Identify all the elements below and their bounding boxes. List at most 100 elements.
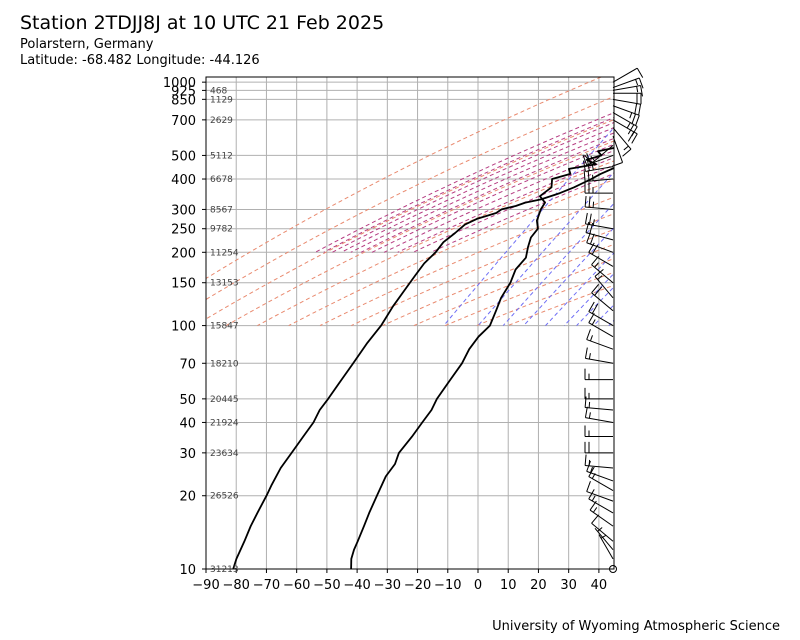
moist-adiabat-line (371, 143, 614, 253)
height-label: 13153 (210, 279, 239, 289)
height-label: 8567 (210, 205, 233, 215)
x-tick-label: −80 (223, 578, 250, 593)
barb-half-flag (623, 145, 629, 151)
barb-shaft (612, 105, 640, 116)
wind-barb (584, 144, 614, 164)
barb-flag (584, 406, 588, 418)
wind-barb (612, 112, 638, 137)
barb-shaft (585, 166, 614, 172)
barb-half-flag (597, 275, 603, 280)
wind-barb (584, 396, 614, 411)
y-tick-label: 250 (171, 223, 196, 238)
barb-half-flag (597, 527, 603, 532)
barb-shaft (586, 154, 614, 166)
dry-adiabat-line (507, 284, 614, 327)
wind-barb (582, 153, 614, 166)
temperature-line (232, 167, 614, 569)
x-tick-label: −10 (434, 578, 461, 593)
barb-shaft (594, 276, 614, 299)
x-tick-label: 20 (530, 578, 547, 593)
barb-shaft (612, 85, 641, 91)
barb-flag (631, 113, 637, 125)
x-tick-label: −90 (192, 578, 219, 593)
barb-shaft (586, 242, 614, 253)
mixing-ratio-line (443, 126, 614, 326)
barb-shaft (588, 498, 614, 514)
y-tick-label: 1000 (163, 76, 196, 91)
barb-flag (586, 481, 591, 492)
credit-text: University of Wyoming Atmospheric Scienc… (492, 619, 780, 634)
barb-shaft (591, 292, 614, 312)
barb-flag (638, 104, 642, 116)
wind-barb (584, 182, 613, 194)
barb-shaft (612, 127, 632, 150)
wind-barb (589, 500, 614, 527)
wind-barb (591, 284, 614, 312)
station-coordinates: Latitude: -68.482 Longitude: -44.126 (20, 53, 260, 68)
barb-flag (589, 500, 597, 511)
barb-flag (586, 232, 591, 243)
barb-flag (584, 195, 587, 208)
moist-adiabat-line (332, 121, 614, 253)
moist-adiabat-line (341, 127, 614, 253)
wind-barb (598, 534, 614, 560)
barb-flag (591, 303, 599, 314)
barb-shaft (588, 311, 614, 327)
wind-barb (584, 195, 614, 210)
wind-barb (612, 127, 632, 157)
barb-half-flag (594, 262, 599, 268)
barb-shaft (612, 135, 624, 163)
barb-shaft (588, 476, 614, 491)
barb-shaft (612, 77, 640, 89)
wind-barb (586, 481, 614, 502)
barb-half-flag (590, 155, 595, 162)
reference-lines-layer (206, 77, 800, 327)
moist-adiabat-line (360, 137, 614, 253)
dry-adiabat-line (225, 140, 614, 327)
y-tick-label: 850 (171, 93, 196, 108)
barb-flag (586, 460, 591, 472)
moist-adiabat-line (323, 116, 614, 253)
wind-barb (588, 301, 614, 327)
barb-shaft (585, 178, 614, 182)
wind-barb (584, 425, 613, 438)
height-label: 468 (210, 86, 227, 96)
height-label: 9782 (210, 225, 233, 235)
barb-half-flag (592, 201, 595, 208)
y-tick-label: 200 (171, 246, 196, 261)
wind-barb (584, 406, 614, 423)
barb-flag (588, 301, 595, 312)
x-tick-label: −60 (283, 578, 310, 593)
dry-adiabat-line (351, 213, 614, 327)
wind-barb (583, 170, 614, 182)
x-tick-label: −40 (343, 578, 370, 593)
moist-adiabat-line (412, 164, 614, 253)
y-tick-label: 40 (179, 416, 196, 431)
y-tick-label: 30 (179, 447, 196, 462)
barb-flag (582, 154, 588, 166)
y-tick-label: 500 (171, 149, 196, 164)
station-location: Polarstern, Germany (20, 37, 154, 52)
barb-shaft (612, 98, 641, 105)
mixing-ratio-line (628, 77, 800, 326)
y-tick-label: 400 (171, 173, 196, 188)
barb-shaft (588, 322, 614, 338)
dry-adiabat-line (206, 96, 614, 301)
barb-shaft (585, 357, 614, 364)
x-tick-label: 40 (591, 578, 608, 593)
dry-adiabat-line (257, 160, 614, 327)
moist-adiabat-line (383, 150, 614, 253)
barb-shaft (586, 491, 614, 502)
barb-half-flag (589, 335, 593, 342)
x-tick-label: −20 (404, 578, 431, 593)
barb-flag (627, 131, 635, 142)
barb-half-flag (636, 86, 639, 93)
barb-flag (627, 124, 635, 135)
wind-barb (612, 105, 640, 126)
height-label: 31213 (210, 565, 239, 575)
barb-flag (583, 170, 586, 182)
y-tick-label: 20 (179, 490, 196, 505)
height-label: 1129 (210, 95, 233, 105)
height-label: 21924 (210, 418, 239, 428)
barb-shaft (612, 112, 638, 128)
